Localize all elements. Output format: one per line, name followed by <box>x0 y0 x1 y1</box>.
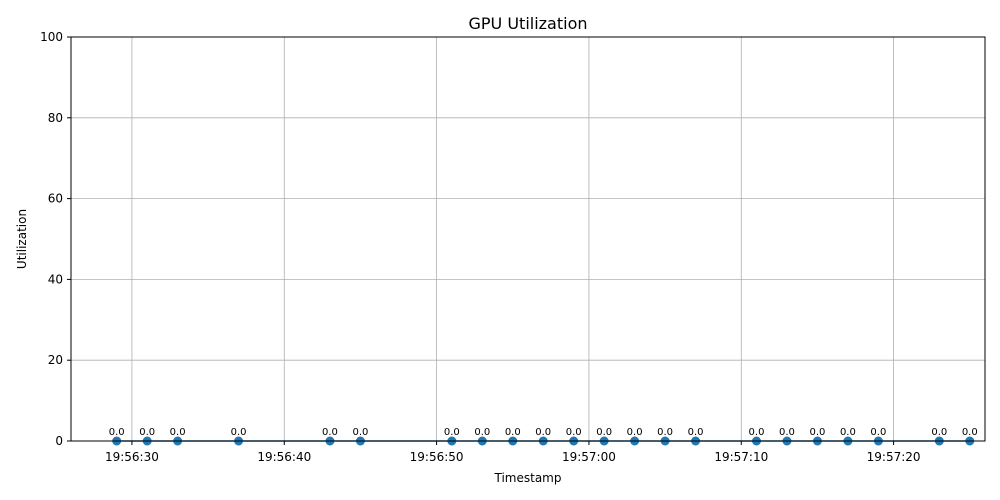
data-label: 0.0 <box>627 427 643 438</box>
x-axis-label: Timestamp <box>494 471 562 485</box>
x-tick-label: 19:56:30 <box>105 450 159 464</box>
data-label: 0.0 <box>474 427 490 438</box>
data-label: 0.0 <box>352 427 368 438</box>
data-label: 0.0 <box>109 427 125 438</box>
y-tick-label: 40 <box>48 272 63 286</box>
x-tick-label: 19:57:00 <box>562 450 616 464</box>
data-label: 0.0 <box>535 427 551 438</box>
data-label: 0.0 <box>870 427 886 438</box>
x-tick-label: 19:57:20 <box>867 450 921 464</box>
ticks: 0 20 40 60 80 100 19:56:30 19:56:40 19:56:50 19:5… <box>40 30 920 464</box>
data-label: 0.0 <box>170 427 186 438</box>
x-tick-label: 19:56:40 <box>257 450 311 464</box>
data-label: 0.0 <box>931 427 947 438</box>
data-label: 0.0 <box>809 427 825 438</box>
y-axis-label: Utilization <box>15 209 29 269</box>
plot-frame <box>70 36 986 442</box>
data-label: 0.0 <box>139 427 155 438</box>
y-tick-label: 80 <box>48 111 63 125</box>
data-label: 0.0 <box>505 427 521 438</box>
data-label: 0.0 <box>231 427 247 438</box>
data-label: 0.0 <box>596 427 612 438</box>
data-label: 0.0 <box>749 427 765 438</box>
data-label: 0.0 <box>444 427 460 438</box>
y-tick-label: 0 <box>55 434 63 448</box>
data-label: 0.0 <box>322 427 338 438</box>
y-tick-label: 20 <box>48 353 63 367</box>
data-label: 0.0 <box>962 427 978 438</box>
data-label: 0.0 <box>688 427 704 438</box>
chart-title: GPU Utilization <box>468 14 587 33</box>
data-label: 0.0 <box>657 427 673 438</box>
x-tick-label: 19:57:10 <box>714 450 768 464</box>
series-layer: 0.0 0.0 0.0 0.0 0.0 0.0 0.0 0.0 0.0 0.0 0.0 0.0 0.0 0… <box>109 427 978 446</box>
x-tick-label: 19:56:50 <box>410 450 464 464</box>
data-label: 0.0 <box>779 427 795 438</box>
y-tick-label: 100 <box>40 30 63 44</box>
y-tick-label: 60 <box>48 192 63 206</box>
data-label: 0.0 <box>566 427 582 438</box>
grid <box>71 36 985 442</box>
data-label: 0.0 <box>840 427 856 438</box>
